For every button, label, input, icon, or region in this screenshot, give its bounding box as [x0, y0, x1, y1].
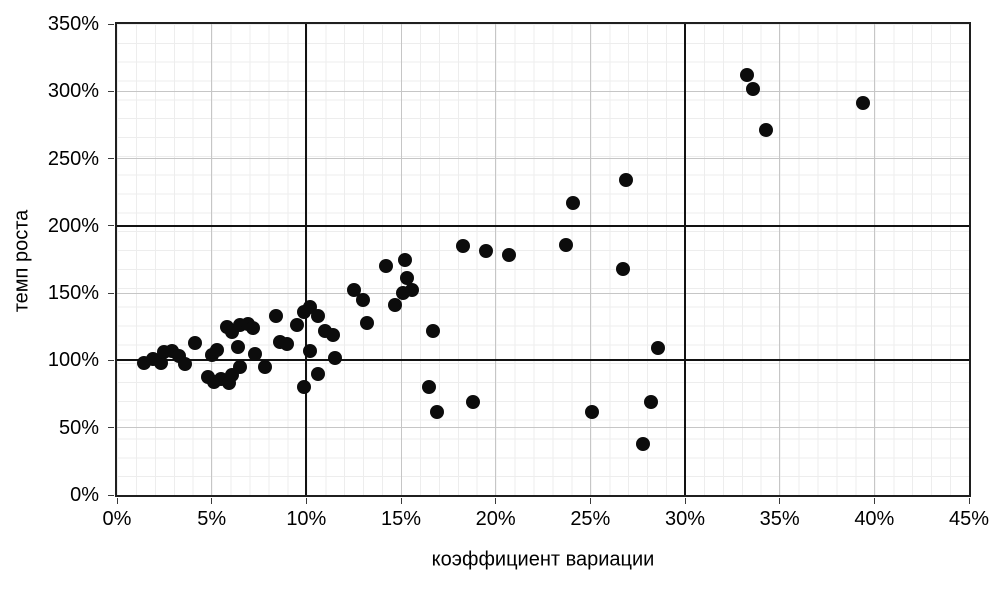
- data-point: [558, 237, 573, 252]
- data-point: [310, 309, 325, 324]
- data-point: [297, 380, 312, 395]
- data-point: [619, 173, 634, 188]
- data-point: [346, 283, 361, 298]
- x-major-gridline: [589, 24, 591, 495]
- horizontal-reference-line: [117, 359, 969, 362]
- x-axis-tick: [589, 498, 591, 504]
- x-axis-tick: [116, 498, 118, 504]
- data-point: [231, 339, 246, 354]
- data-point: [246, 321, 261, 336]
- data-point: [397, 252, 412, 267]
- x-tick-label: 20%: [475, 508, 516, 530]
- data-point: [566, 195, 581, 210]
- y-axis-tick: [108, 292, 114, 294]
- data-point: [388, 298, 403, 313]
- x-axis-title: коэффициент вариации: [431, 548, 655, 571]
- data-point: [359, 315, 374, 330]
- x-tick-label: 15%: [380, 508, 422, 530]
- y-major-gridline: [117, 292, 969, 294]
- x-tick-label: 10%: [286, 508, 327, 530]
- x-major-gridline: [873, 24, 875, 495]
- x-tick-label: 5%: [197, 508, 227, 530]
- y-tick-label: 250%: [47, 147, 99, 170]
- y-tick-label: 350%: [47, 13, 99, 35]
- x-axis-tick: [211, 498, 213, 504]
- y-axis-tick: [108, 90, 114, 92]
- data-point: [356, 292, 371, 307]
- data-point: [585, 404, 600, 419]
- vertical-reference-line: [684, 24, 686, 495]
- data-point: [405, 283, 420, 298]
- data-point: [429, 404, 444, 419]
- data-point: [746, 81, 761, 96]
- x-major-gridline: [211, 24, 213, 495]
- data-point: [479, 244, 494, 259]
- y-axis-tick: [108, 158, 114, 160]
- x-axis-tick: [305, 498, 307, 504]
- y-axis-tick: [108, 225, 114, 227]
- y-major-gridline: [117, 90, 969, 92]
- data-point: [426, 323, 441, 338]
- x-major-gridline: [495, 24, 497, 495]
- data-point: [210, 342, 225, 357]
- data-point: [643, 395, 658, 410]
- x-tick-label: 30%: [664, 508, 706, 530]
- y-tick-label: 300%: [47, 80, 99, 103]
- x-tick-label: 0%: [102, 508, 132, 530]
- y-tick-label: 50%: [58, 416, 99, 439]
- y-axis-tick: [108, 494, 114, 496]
- data-point: [233, 360, 248, 375]
- vertical-reference-line: [305, 24, 308, 495]
- data-point: [280, 337, 295, 352]
- y-major-gridline: [117, 427, 969, 429]
- data-point: [740, 68, 755, 83]
- data-point: [636, 436, 651, 451]
- data-point: [501, 248, 516, 263]
- data-point: [269, 309, 284, 324]
- data-point: [257, 360, 272, 375]
- data-point: [399, 271, 414, 286]
- data-point: [310, 366, 325, 381]
- data-point: [327, 350, 342, 365]
- y-tick-label: 200%: [47, 214, 99, 237]
- data-point: [187, 335, 202, 350]
- data-point: [465, 395, 480, 410]
- x-major-gridline: [779, 24, 781, 495]
- x-tick-label: 35%: [759, 508, 800, 530]
- y-major-gridline: [117, 158, 969, 160]
- x-tick-label: 40%: [854, 508, 895, 530]
- y-tick-label: 100%: [47, 349, 99, 372]
- data-point: [248, 346, 263, 361]
- data-point: [303, 344, 318, 358]
- y-axis-tick: [108, 427, 114, 429]
- data-point: [855, 96, 870, 111]
- data-point: [378, 259, 393, 274]
- data-point: [325, 327, 340, 342]
- data-point: [456, 239, 471, 254]
- y-axis-tick: [108, 359, 114, 361]
- x-tick-label: 45%: [948, 508, 990, 530]
- y-axis-tick: [108, 23, 114, 25]
- data-point: [289, 318, 304, 333]
- data-point: [422, 380, 437, 395]
- plot-area: [115, 22, 971, 497]
- data-point: [178, 357, 193, 372]
- data-point: [759, 123, 774, 138]
- x-axis-tick: [779, 498, 781, 504]
- data-point: [651, 341, 666, 356]
- y-tick-label: 150%: [47, 282, 99, 305]
- y-tick-label: 0%: [70, 484, 99, 506]
- horizontal-reference-line: [117, 224, 969, 227]
- data-point: [615, 261, 630, 276]
- data-point: [153, 356, 168, 371]
- x-axis-tick: [495, 498, 497, 504]
- x-axis-tick: [873, 498, 875, 504]
- x-axis-tick: [684, 498, 686, 504]
- x-axis-tick: [400, 498, 402, 504]
- x-axis-tick: [968, 498, 970, 504]
- x-tick-label: 25%: [570, 508, 611, 530]
